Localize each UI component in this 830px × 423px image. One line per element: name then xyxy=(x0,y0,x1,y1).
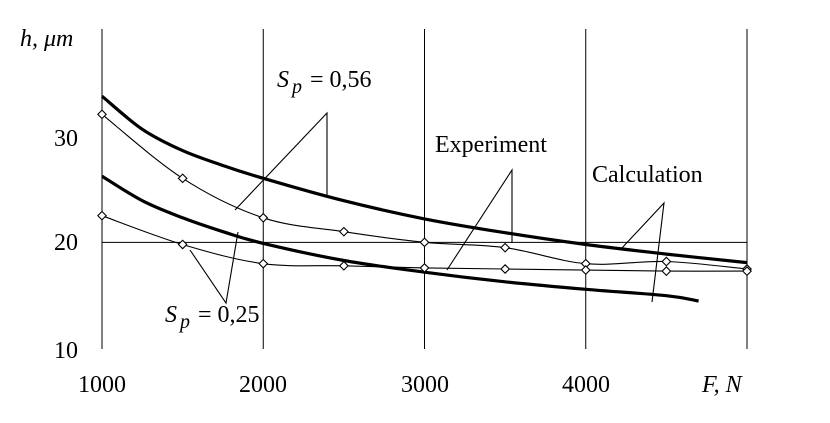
y-tick-label: 30 xyxy=(54,126,78,152)
svg-text:Sp= 0,25: Sp = 0,25 xyxy=(165,302,260,333)
calculation-series-line xyxy=(100,94,748,265)
sp-high-value: 0,56 xyxy=(330,67,372,93)
sp-symbol: S xyxy=(277,67,289,93)
sp-subscript: p xyxy=(178,311,190,333)
data-point-marker xyxy=(580,265,591,276)
data-point-marker xyxy=(338,260,349,271)
data-point-marker xyxy=(97,210,107,221)
data-point-marker xyxy=(338,226,349,237)
data-point-marker xyxy=(419,262,430,273)
svg-text:Sp= 0,56: Sp = 0,56 xyxy=(277,67,372,98)
data-point-marker xyxy=(258,212,269,223)
markers xyxy=(97,109,752,277)
x-tick-label: 4000 xyxy=(562,372,610,398)
data-point-marker xyxy=(661,256,672,267)
data-point-marker xyxy=(742,266,752,277)
experiment-leader xyxy=(446,168,513,271)
data-point-marker xyxy=(419,237,430,248)
data-point-marker xyxy=(500,264,511,274)
data-point-marker xyxy=(177,173,188,184)
x-tick-label: 2000 xyxy=(239,372,287,398)
data-point-marker xyxy=(177,239,188,250)
sp-high-leader xyxy=(234,111,328,211)
leader-lines xyxy=(189,111,665,305)
x-axis-label: F, N xyxy=(701,372,744,398)
grid xyxy=(101,29,748,349)
x-tick-label: 1000 xyxy=(78,372,126,398)
calculation-leader xyxy=(620,201,665,303)
sp-symbol: S xyxy=(165,302,177,328)
calculation-series-line xyxy=(101,174,699,303)
sp-low-value: 0,25 xyxy=(218,302,260,328)
y-tick-label: 20 xyxy=(54,230,78,256)
sp-subscript: p xyxy=(290,76,302,98)
experiment-label: Experiment xyxy=(435,132,547,158)
x-tick-label: 3000 xyxy=(401,372,449,398)
y-tick-label: 10 xyxy=(54,338,78,364)
data-point-marker xyxy=(500,242,511,253)
sp-low-leader xyxy=(189,231,239,305)
y-axis-label: h, μm xyxy=(20,26,73,52)
data-point-marker xyxy=(258,258,269,269)
data-point-marker xyxy=(661,266,672,277)
data-point-marker xyxy=(97,109,107,120)
calculation-label: Calculation xyxy=(592,162,703,188)
